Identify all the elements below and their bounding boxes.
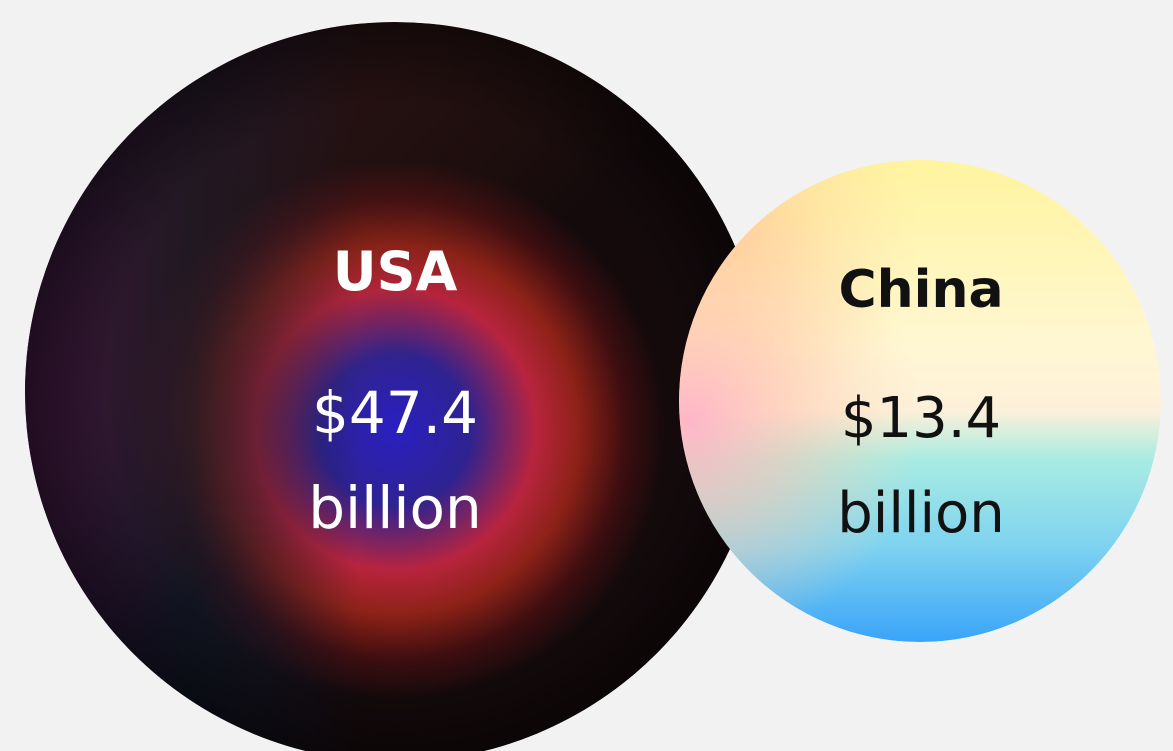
- bubble-china: China $13.4 billion: [679, 160, 1161, 642]
- bubble-usa: USA $47.4 billion: [25, 22, 765, 751]
- bubble-usa-unit: billion: [308, 474, 482, 542]
- bubble-usa-name: USA: [333, 240, 458, 303]
- bubble-china-unit: billion: [837, 481, 1005, 546]
- bubble-usa-value: $47.4: [312, 379, 478, 447]
- bubble-china-name: China: [838, 260, 1003, 320]
- bubble-china-value: $13.4: [841, 386, 1001, 451]
